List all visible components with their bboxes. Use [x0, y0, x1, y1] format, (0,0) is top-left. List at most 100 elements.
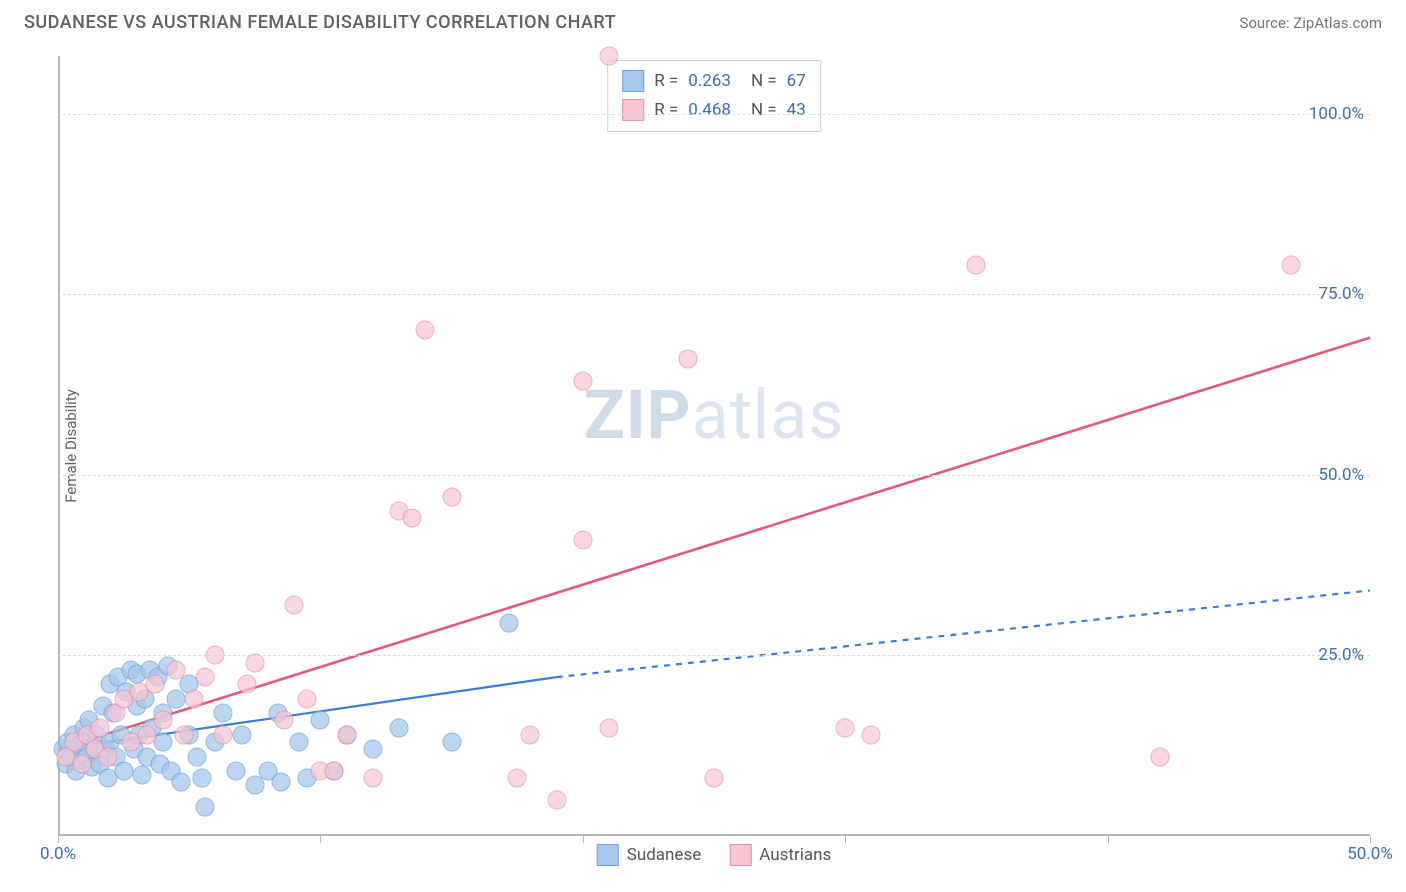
gridline [58, 294, 1370, 295]
x-tick-label: 0.0% [40, 844, 76, 864]
legend-swatch [729, 844, 751, 866]
data-point [114, 762, 133, 781]
x-axis-line [58, 834, 1370, 836]
chart-area: Female Disability ZIPatlas R = 0.263N = … [58, 56, 1370, 836]
data-point [836, 718, 855, 737]
y-tick-label: 25.0% [1318, 645, 1372, 665]
legend-item: Sudanese [597, 844, 702, 866]
data-point [167, 689, 186, 708]
chart-title: SUDANESE VS AUSTRIAN FEMALE DISABILITY C… [24, 12, 616, 33]
stats-row: R = 0.263 N = 67 [622, 67, 806, 96]
legend-label: Austrians [759, 845, 831, 865]
gridline [58, 114, 1370, 115]
data-point [153, 711, 172, 730]
data-point [403, 509, 422, 528]
x-tick-mark [845, 836, 846, 843]
data-point [214, 704, 233, 723]
x-tick-mark [1370, 836, 1371, 843]
stat-n-label: N = [751, 67, 777, 96]
x-tick-mark [583, 836, 584, 843]
data-point [245, 776, 264, 795]
data-point [862, 725, 881, 744]
x-tick-mark [58, 836, 59, 843]
data-point [311, 711, 330, 730]
data-point [185, 689, 204, 708]
x-tick-mark [1108, 836, 1109, 843]
plot-region: ZIPatlas R = 0.263N = 67R = 0.468N = 43 … [58, 56, 1370, 836]
data-point [573, 372, 592, 391]
data-point [193, 769, 212, 788]
watermark-rest: atlas [692, 375, 845, 455]
data-point [521, 725, 540, 744]
stats-row: R = 0.468 N = 43 [622, 96, 806, 125]
data-point [272, 772, 291, 791]
stat-r-label: R = [654, 96, 678, 125]
data-point [547, 790, 566, 809]
data-point [232, 725, 251, 744]
data-point [298, 689, 317, 708]
source-label: Source: ZipAtlas.com [1239, 14, 1382, 32]
data-point [167, 660, 186, 679]
data-point [1151, 747, 1170, 766]
data-point [600, 718, 619, 737]
data-point [227, 762, 246, 781]
y-axis-line [58, 56, 60, 836]
legend-label: Sudanese [627, 845, 702, 865]
stat-n-label: N = [751, 96, 777, 125]
data-point [678, 350, 697, 369]
series-legend: Sudanese Austrians [597, 844, 832, 866]
data-point [245, 653, 264, 672]
stat-n-value: 67 [787, 67, 806, 96]
x-tick-mark [320, 836, 321, 843]
y-tick-label: 50.0% [1318, 465, 1372, 485]
stat-r-label: R = [654, 67, 678, 96]
data-point [337, 725, 356, 744]
data-point [146, 675, 165, 694]
data-point [72, 754, 91, 773]
stat-n-value: 43 [787, 96, 806, 125]
data-point [600, 47, 619, 66]
data-point [285, 595, 304, 614]
gridline [58, 475, 1370, 476]
data-point [290, 733, 309, 752]
stat-r-value: 0.468 [688, 96, 731, 125]
legend-item: Austrians [729, 844, 831, 866]
data-point [188, 747, 207, 766]
data-point [508, 769, 527, 788]
data-point [500, 613, 519, 632]
data-point [442, 487, 461, 506]
data-point [967, 256, 986, 275]
data-point [363, 769, 382, 788]
data-point [90, 718, 109, 737]
data-point [237, 675, 256, 694]
data-point [573, 530, 592, 549]
data-point [416, 321, 435, 340]
data-point [214, 725, 233, 744]
watermark-bold: ZIP [584, 375, 692, 455]
data-point [132, 765, 151, 784]
stats-legend: R = 0.263 N = 67 R = 0.468 N = 43 [607, 60, 821, 132]
legend-swatch [597, 844, 619, 866]
legend-swatch [622, 99, 644, 121]
stat-r-value: 0.263 [688, 67, 731, 96]
x-tick-label: 50.0% [1347, 844, 1393, 864]
data-point [98, 747, 117, 766]
data-point [172, 772, 191, 791]
data-point [195, 668, 214, 687]
data-point [174, 725, 193, 744]
legend-swatch [622, 70, 644, 92]
y-tick-label: 100.0% [1309, 104, 1372, 124]
watermark: ZIPatlas [584, 375, 845, 455]
data-point [390, 718, 409, 737]
data-point [324, 762, 343, 781]
trend-lines [58, 56, 1370, 836]
data-point [1282, 256, 1301, 275]
data-point [274, 711, 293, 730]
data-point [206, 646, 225, 665]
data-point [138, 725, 157, 744]
data-point [705, 769, 724, 788]
y-tick-label: 75.0% [1318, 284, 1372, 304]
data-point [195, 798, 214, 817]
data-point [442, 733, 461, 752]
data-point [363, 740, 382, 759]
